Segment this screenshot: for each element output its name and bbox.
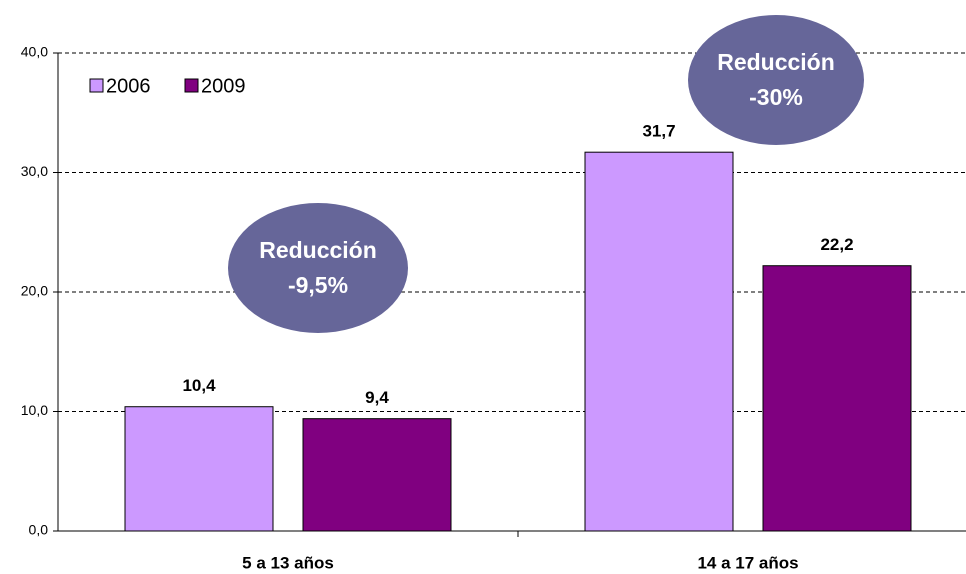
annotation-text: -30% [749,84,803,110]
annotation-bubble [688,15,864,145]
x-tick-label: 14 a 17 años [697,553,798,572]
bar [762,265,912,532]
value-label: 31,7 [642,122,675,141]
x-tick-label: 5 a 13 años [242,553,334,572]
legend-swatch [89,78,104,93]
legend-label: 2006 [106,75,151,97]
value-label: 9,4 [365,388,389,407]
y-tick-label: 20,0 [21,283,48,299]
y-tick-label: 40,0 [21,44,48,60]
y-tick-label: 0,0 [29,522,49,538]
legend-label: 2009 [201,75,246,97]
y-tick-label: 30,0 [21,163,48,179]
bar [124,406,274,532]
annotation-text: Reducción [259,237,377,263]
value-label: 22,2 [820,235,853,254]
annotation-text: -9,5% [288,272,348,298]
legend-swatch [184,78,199,93]
annotation-bubble [228,203,408,333]
bar [302,418,452,532]
annotation-text: Reducción [717,49,835,75]
y-tick-label: 10,0 [21,402,48,418]
value-label: 10,4 [182,376,216,395]
bar [584,151,734,532]
